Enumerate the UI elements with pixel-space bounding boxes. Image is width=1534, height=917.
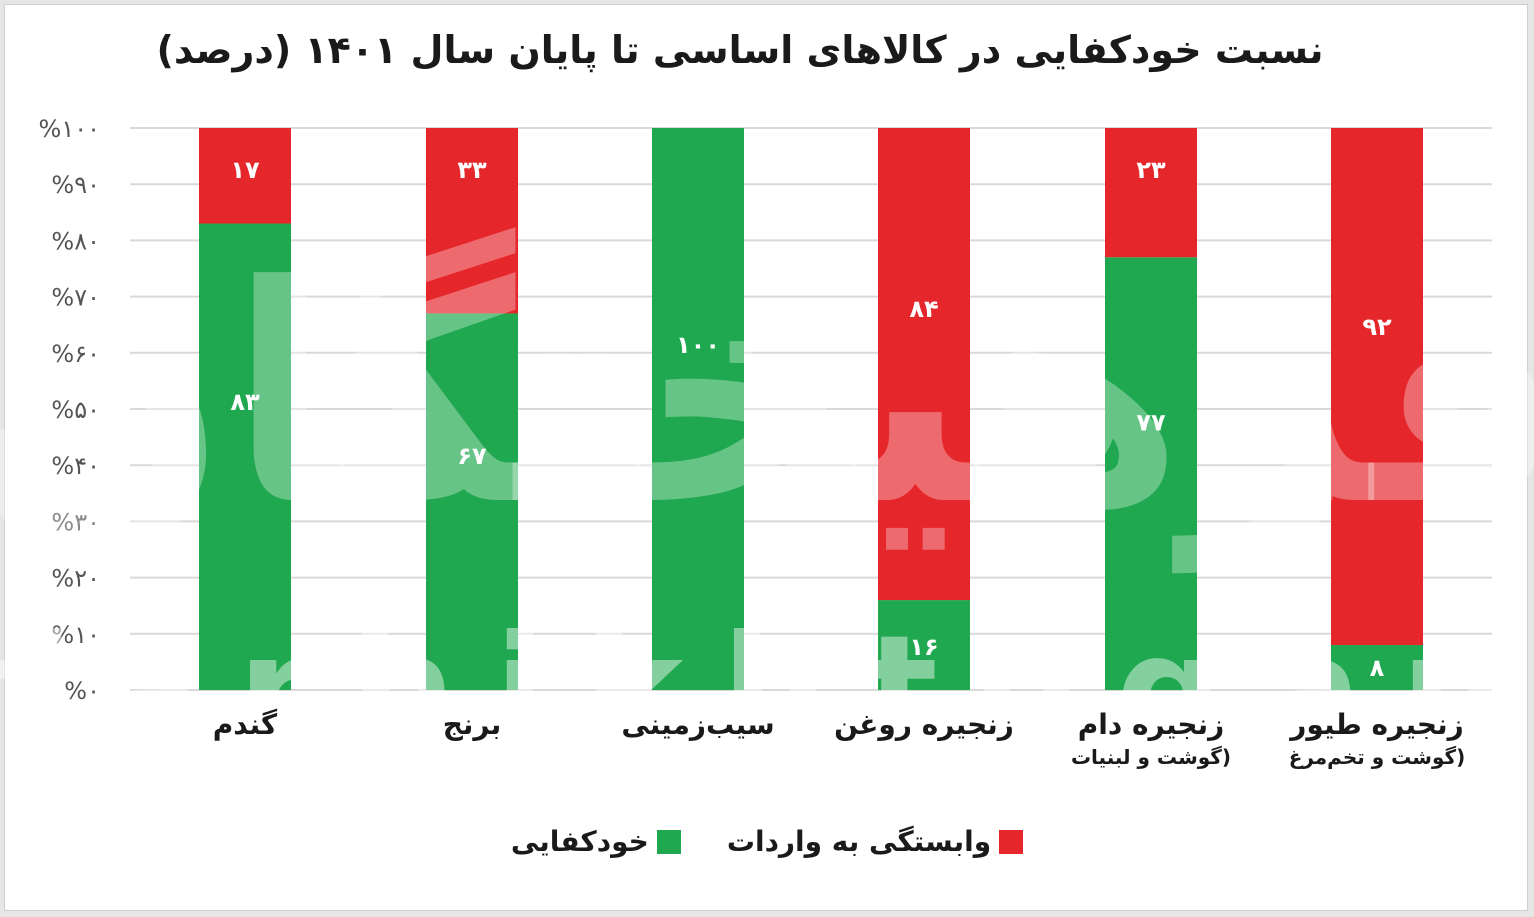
chart-title: نسبت خودکفایی در کالاهای اساسی تا پایان … <box>156 28 1324 72</box>
x-category-main: برنج <box>442 708 502 741</box>
y-tick-label: %۵۰ <box>51 396 100 424</box>
bar-import-dependency <box>426 128 518 314</box>
x-category-label: زنجیره دام (گوشت و لبنیات <box>1021 708 1281 769</box>
legend-swatch-self <box>656 829 681 854</box>
x-category-sub: (گوشت و لبنیات <box>1070 745 1232 769</box>
data-label-self: ۶۷ <box>457 442 487 470</box>
bar-import-dependency <box>1105 128 1197 258</box>
x-category-label: زنجیره طیور (گوشت و تخم‌مرغ <box>1247 708 1507 769</box>
x-category-label: زنجیره روغن <box>794 708 1054 741</box>
x-category-main: گندم <box>212 708 278 741</box>
x-category-label: سیب‌زمینی <box>568 708 828 741</box>
data-label-import: ۹۲ <box>1362 313 1392 341</box>
bar-self-sufficiency <box>878 600 970 690</box>
data-label-import: ۱۷ <box>230 156 260 184</box>
x-category-label: برنج <box>342 708 602 741</box>
data-label-self: ۸ <box>1370 654 1385 682</box>
data-label-self: ۷۷ <box>1136 408 1166 436</box>
legend: وابستگی به واردات خودکفایی <box>0 825 1534 858</box>
x-category-label: گندم <box>115 708 375 741</box>
data-label-import: ۲۳ <box>1136 156 1166 184</box>
data-label-import: ۸۴ <box>909 295 938 323</box>
data-label-import: ۳۳ <box>457 156 487 184</box>
y-tick-label: %۰ <box>64 677 100 705</box>
bar-import-dependency <box>199 128 291 224</box>
y-tick-label: %۹۰ <box>51 171 100 199</box>
bar-self-sufficiency <box>1105 257 1197 690</box>
bar-import-dependency <box>1331 128 1423 646</box>
legend-item-import: وابستگی به واردات <box>726 825 1024 858</box>
bar-self-sufficiency <box>426 313 518 690</box>
data-label-self: ۱۶ <box>909 633 938 661</box>
legend-label-self: خودکفایی <box>510 825 649 858</box>
y-tick-label: %۳۰ <box>51 508 100 536</box>
data-label-self: ۸۳ <box>230 388 260 416</box>
y-tick-label: %۱۰ <box>51 621 100 649</box>
x-category-main: زنجیره طیور <box>1290 708 1464 741</box>
x-category-main: زنجیره روغن <box>834 708 1014 741</box>
legend-swatch-import <box>999 829 1024 854</box>
bar-self-sufficiency <box>1331 645 1423 690</box>
legend-label-import: وابستگی به واردات <box>726 825 992 858</box>
y-tick-label: %۱۰۰ <box>39 115 100 143</box>
legend-item-self: خودکفایی <box>511 825 681 858</box>
y-tick-label: %۷۰ <box>51 284 100 312</box>
y-tick-label: %۲۰ <box>51 565 100 593</box>
data-label-self: ۱۰۰ <box>676 331 720 359</box>
x-category-main: سیب‌زمینی <box>621 708 775 741</box>
bar-self-sufficiency <box>199 223 291 691</box>
bar-self-sufficiency <box>652 128 744 690</box>
x-category-sub: (گوشت و تخم‌مرغ <box>1288 745 1466 769</box>
y-tick-label: %۸۰ <box>51 227 100 255</box>
bar-import-dependency <box>878 128 970 601</box>
x-category-main: زنجیره دام <box>1077 708 1225 741</box>
y-tick-label: %۶۰ <box>51 340 100 368</box>
y-tick-label: %۴۰ <box>51 452 100 480</box>
